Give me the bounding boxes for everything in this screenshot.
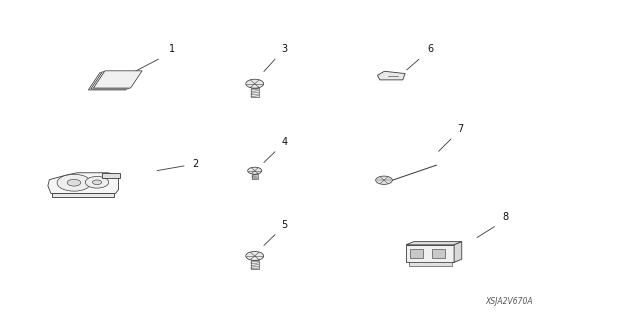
Text: 1: 1 (168, 44, 175, 55)
Polygon shape (48, 173, 118, 193)
Polygon shape (102, 173, 120, 178)
Polygon shape (406, 245, 454, 262)
Polygon shape (91, 72, 140, 89)
Text: 8: 8 (502, 212, 509, 222)
Bar (432, 249, 445, 258)
Polygon shape (88, 73, 137, 90)
Polygon shape (93, 71, 142, 88)
Bar (409, 262, 452, 266)
Bar (252, 174, 257, 179)
Bar (410, 249, 424, 258)
Text: 7: 7 (458, 124, 464, 134)
Text: 3: 3 (282, 44, 288, 55)
Circle shape (67, 179, 81, 186)
Circle shape (248, 167, 262, 174)
Bar (251, 88, 259, 97)
Polygon shape (52, 193, 114, 197)
Circle shape (85, 176, 109, 188)
Bar (251, 260, 259, 269)
Polygon shape (454, 242, 462, 262)
Text: XSJA2V670A: XSJA2V670A (485, 297, 532, 306)
Circle shape (57, 174, 91, 191)
Circle shape (246, 251, 264, 260)
Circle shape (246, 79, 264, 88)
Polygon shape (378, 71, 405, 80)
Circle shape (92, 180, 102, 185)
Text: 5: 5 (282, 220, 288, 230)
Text: 2: 2 (192, 159, 198, 169)
Text: 4: 4 (282, 137, 288, 147)
Text: 6: 6 (427, 44, 433, 55)
Polygon shape (406, 242, 462, 245)
Circle shape (376, 176, 392, 184)
